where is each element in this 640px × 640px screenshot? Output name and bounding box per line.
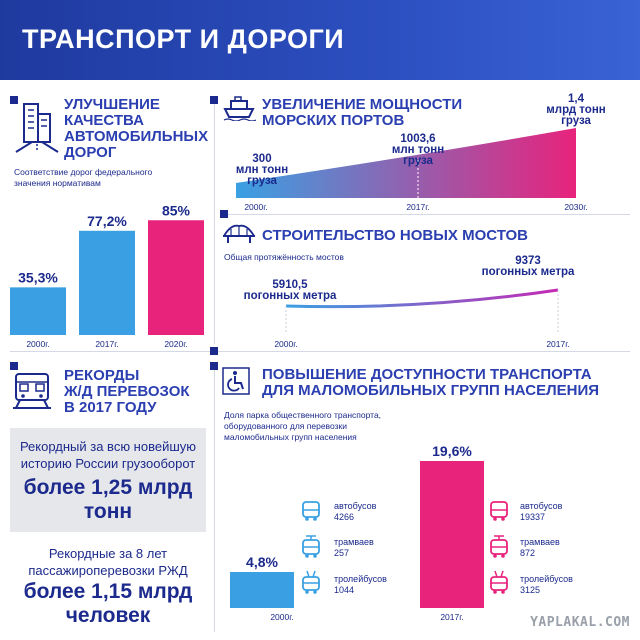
bridges-line-chart: 5910,5 погонных метра 9373 погонных метра 20… <box>244 255 575 349</box>
trolleybuses-2017-label: тролейбусов 3125 <box>520 574 573 595</box>
bridges-title: СТРОИТЕЛЬСТВО НОВЫХ МОСТОВ <box>262 227 528 244</box>
rail-title: РЕКОРДЫ Ж/Д ПЕРЕВОЗОК В 2017 ГОДУ <box>64 367 190 416</box>
ports-area-chart: 300 млн тонн груза 2000г. 1003,6 млн тонн груз… <box>236 93 606 212</box>
x-tick-label: 2020г. <box>164 339 187 349</box>
freight-record-box <box>10 428 206 532</box>
corner-marker <box>210 347 218 355</box>
bar-value-label: 35,3% <box>18 269 58 285</box>
roads-title: УЛУЧШЕНИЕ КАЧЕСТВА АВТОМОБИЛЬНЫХ ДОРОГ <box>64 96 209 161</box>
bar-value-label: 4,8% <box>246 554 278 570</box>
tram-icon <box>490 535 508 558</box>
ports-value-label: 1003,6 млн тонн груза <box>392 133 444 167</box>
ship-icon <box>223 96 256 121</box>
watermark: YAPLAKAL.COM <box>530 615 630 630</box>
divider-horizontal-right <box>222 214 630 215</box>
passenger-record-value: более 1,15 млрд человек <box>23 580 193 627</box>
bridges-value-label: 5910,5 погонных метра <box>244 279 337 302</box>
x-tick-label: 2017г. <box>546 339 569 349</box>
x-tick-label: 2030г. <box>564 202 587 212</box>
bar-2017г. <box>420 461 484 608</box>
bar-2020г. <box>148 220 204 335</box>
roads-subtitle: Соответствие дорог федерального значения… <box>14 167 153 188</box>
corner-marker <box>10 96 18 104</box>
freight-record-value: более 1,25 млрд тонн <box>23 476 193 523</box>
access-title: ПОВЫШЕНИЕ ДОСТУПНОСТИ ТРАНСПОРТА ДЛЯ МАЛ… <box>262 366 600 399</box>
bar-2000г. <box>230 572 294 608</box>
trolleybus-icon <box>302 570 320 594</box>
train-icon <box>13 373 51 409</box>
trams-2017-label: трамваев 872 <box>520 537 560 558</box>
x-tick-label: 2000г. <box>274 339 297 349</box>
bridges-value-label: 9373 погонных метра <box>482 255 575 278</box>
roads-bar-chart: 35,3% 2000г. 77,2% 2017г. 85% 2020г. <box>10 202 204 349</box>
header-banner: ТРАНСПОРТ И ДОРОГИ <box>0 0 640 80</box>
tram-icon <box>302 535 320 558</box>
ports-area <box>236 128 576 198</box>
trolleybuses-2000-label: тролейбусов 1044 <box>334 574 387 595</box>
bridge-icon <box>223 224 255 243</box>
corner-marker <box>10 362 18 370</box>
bridges-subtitle: Общая протяжённость мостов <box>224 252 344 262</box>
ports-value-label: 300 млн тонн груза <box>236 153 288 187</box>
bar-2000г. <box>10 287 66 335</box>
trams-2000-label: трамваев 257 <box>334 537 374 558</box>
bar-value-label: 19,6% <box>432 443 472 459</box>
bus-icon <box>490 501 508 521</box>
corner-marker <box>210 96 218 104</box>
bridges-series-line <box>285 288 559 309</box>
x-tick-label: 2000г. <box>244 202 267 212</box>
x-tick-label: 2017г. <box>406 202 429 212</box>
freight-record-caption: Рекордный за всю новейшую историю России… <box>19 439 197 471</box>
access-subtitle: Доля парка общественного транспорта, обо… <box>224 410 382 442</box>
corner-marker <box>210 362 218 370</box>
access-bar-chart: 4,8% 2000г. 19,6% 2017г. <box>230 443 484 622</box>
bus-icon <box>302 501 320 521</box>
buses-2000-label: автобусов 4266 <box>334 501 377 522</box>
city-buildings-icon <box>15 103 59 153</box>
page-title: ТРАНСПОРТ И ДОРОГИ <box>22 24 345 54</box>
corner-marker <box>220 210 228 218</box>
x-tick-label: 2000г. <box>26 339 49 349</box>
ports-value-label: 1,4 млрд тонн груза <box>546 93 605 127</box>
divider-horizontal-middle <box>10 351 630 352</box>
ports-title: УВЕЛИЧЕНИЕ МОЩНОСТИ МОРСКИХ ПОРТОВ <box>262 96 463 129</box>
bar-2017г. <box>79 230 135 335</box>
x-tick-label: 2017г. <box>95 339 118 349</box>
bar-value-label: 85% <box>162 202 191 218</box>
buses-2017-label: автобусов 19337 <box>520 501 563 522</box>
bar-value-label: 77,2% <box>87 213 127 229</box>
divider-vertical-top <box>214 96 215 344</box>
trolleybus-icon <box>490 570 508 594</box>
x-tick-label: 2000г. <box>270 612 293 622</box>
divider-vertical-bottom <box>214 362 215 632</box>
wheelchair-icon <box>222 367 250 395</box>
x-tick-label: 2017г. <box>440 612 463 622</box>
passenger-record-caption: Рекордные за 8 лет пассажироперевозки РЖ… <box>28 546 188 578</box>
